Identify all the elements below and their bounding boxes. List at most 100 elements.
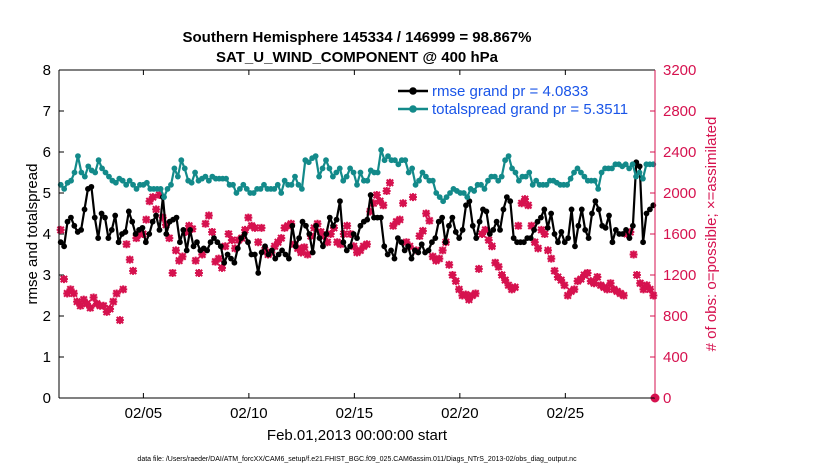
- obs-assimilated-point: [112, 289, 121, 298]
- totalspread-point: [61, 186, 68, 192]
- obs-possible-point: [67, 286, 74, 293]
- rmse-point: [183, 247, 190, 254]
- rmse-point: [606, 212, 612, 219]
- obs-possible-point: [633, 271, 641, 279]
- obs-possible-point: [492, 259, 499, 266]
- obs-assimilated-point: [547, 254, 556, 263]
- obs-possible-point: [564, 292, 571, 299]
- totalspread-point: [533, 177, 540, 184]
- obs-possible-point: [646, 286, 654, 293]
- rmse-point: [541, 206, 548, 213]
- obs-assimilated-point: [194, 268, 203, 277]
- totalspread-point: [357, 169, 364, 176]
- obs-assimilated-point: [86, 303, 95, 312]
- rmse-point: [78, 227, 85, 233]
- totalspread-point: [374, 169, 381, 176]
- rmse-point: [102, 214, 108, 221]
- rmse-point: [538, 214, 544, 221]
- totalspread-point: [633, 173, 639, 180]
- rmse-point: [401, 247, 408, 254]
- obs-assimilated-point: [356, 246, 365, 255]
- obs-assimilated-point: [300, 243, 309, 252]
- totalspread-point: [598, 169, 605, 176]
- obs-assimilated-point: [132, 234, 141, 243]
- obs-possible-point: [120, 286, 127, 293]
- rmse-point: [211, 235, 217, 242]
- obs-assimilated-point: [214, 254, 223, 263]
- obs-possible-point: [541, 230, 548, 238]
- obs-assimilated-point: [395, 215, 404, 224]
- x-tick-label: 02/15: [336, 405, 374, 422]
- obs-possible-point: [525, 202, 532, 209]
- obs-assimilated-point: [171, 246, 180, 255]
- obs-assimilated-point: [629, 250, 638, 259]
- obs-assimilated-point: [204, 211, 213, 220]
- obs-assimilated-point: [250, 223, 259, 232]
- obs-possible-point: [561, 282, 568, 289]
- obs-possible-point: [495, 263, 502, 270]
- obs-assimilated-point: [320, 232, 329, 241]
- rmse-point: [323, 231, 330, 237]
- obs-assimilated-point: [550, 266, 559, 275]
- totalspread-point: [99, 165, 105, 172]
- legend-box: [394, 81, 644, 127]
- rmse-point: [568, 206, 575, 213]
- rmse-point: [456, 235, 463, 242]
- obs-assimilated-point: [362, 240, 371, 249]
- obs-assimilated-point: [273, 238, 282, 247]
- rmse-point: [173, 214, 180, 221]
- rmse-point: [555, 239, 561, 246]
- obs-assimilated-point: [323, 238, 332, 247]
- totalspread-point: [543, 181, 550, 188]
- obs-assimilated-point: [142, 215, 151, 224]
- rmse-point: [146, 231, 153, 237]
- rmse-point: [292, 243, 299, 250]
- totalspread-point: [405, 169, 412, 176]
- totalspread-point: [157, 186, 164, 192]
- rmse-point: [520, 239, 527, 246]
- obs-assimilated-point: [82, 299, 91, 308]
- totalspread-point: [230, 181, 236, 188]
- rmse-point: [163, 231, 170, 237]
- rmse-point: [500, 206, 507, 213]
- obs-assimilated-point: [106, 304, 115, 313]
- totalspread-point: [133, 186, 140, 192]
- y-right-tick-label: 2400: [663, 144, 696, 161]
- rmse-point: [153, 212, 159, 219]
- rmse-point: [585, 235, 592, 242]
- obs-assimilated-point: [79, 295, 88, 304]
- rmse-point: [149, 218, 156, 225]
- obs-assimilated-point: [435, 254, 444, 263]
- x-tick-label: 02/25: [547, 405, 585, 422]
- obs-possible-point: [511, 284, 519, 291]
- rmse-point: [510, 235, 517, 242]
- obs-assimilated-point: [488, 242, 497, 251]
- totalspread-point: [378, 147, 385, 153]
- totalspread-point: [478, 181, 484, 188]
- totalspread-point: [178, 157, 185, 164]
- totalspread-point: [298, 186, 305, 192]
- obs-assimilated-point: [76, 301, 85, 310]
- rmse-point: [527, 235, 534, 242]
- obs-possible-point: [205, 212, 213, 219]
- totalspread-point: [68, 177, 74, 184]
- y-right-tick-label: 1200: [663, 267, 696, 284]
- rmse-point: [558, 229, 565, 235]
- obs-possible-point: [195, 269, 203, 277]
- y-left-tick-label: 1: [43, 349, 51, 366]
- rmse-point: [551, 231, 558, 237]
- rmse-point: [245, 239, 251, 246]
- obs-possible-point: [426, 217, 433, 224]
- totalspread-point: [312, 153, 319, 160]
- obs-assimilated-point: [461, 290, 470, 299]
- totalspread-point: [495, 177, 502, 184]
- rmse-point: [592, 198, 599, 205]
- rmse-point: [589, 210, 595, 217]
- obs-assimilated-point: [254, 238, 263, 247]
- rmse-point: [398, 239, 405, 246]
- rmse-point: [408, 255, 415, 262]
- rmse-point: [582, 227, 589, 233]
- totalspread-point: [512, 169, 519, 176]
- obs-assimilated-point: [530, 238, 539, 247]
